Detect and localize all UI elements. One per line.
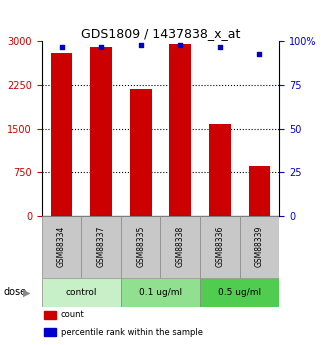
Bar xyxy=(44,328,56,336)
Bar xyxy=(81,216,121,278)
Bar xyxy=(240,216,279,278)
Text: count: count xyxy=(61,310,84,319)
Bar xyxy=(90,47,112,216)
Bar xyxy=(200,216,240,278)
Bar xyxy=(200,278,279,307)
Bar xyxy=(44,310,56,319)
Bar xyxy=(121,216,160,278)
Bar xyxy=(121,278,200,307)
Text: GSM88337: GSM88337 xyxy=(97,226,106,267)
Text: GSM88339: GSM88339 xyxy=(255,226,264,267)
Point xyxy=(99,44,104,49)
Point xyxy=(138,42,143,48)
Point xyxy=(257,51,262,56)
Text: GSM88338: GSM88338 xyxy=(176,226,185,267)
Bar xyxy=(248,166,270,216)
Bar xyxy=(160,216,200,278)
Text: GSM88336: GSM88336 xyxy=(215,226,224,267)
Text: ▶: ▶ xyxy=(23,287,30,297)
Text: 0.1 ug/ml: 0.1 ug/ml xyxy=(139,288,182,297)
Text: dose: dose xyxy=(3,287,26,297)
Point xyxy=(178,42,183,48)
Text: 0.5 ug/ml: 0.5 ug/ml xyxy=(218,288,261,297)
Text: control: control xyxy=(65,288,97,297)
Text: GSM88334: GSM88334 xyxy=(57,226,66,267)
Text: percentile rank within the sample: percentile rank within the sample xyxy=(61,327,203,337)
Point xyxy=(217,44,222,49)
Bar xyxy=(42,216,81,278)
Bar xyxy=(209,124,231,216)
Bar xyxy=(42,278,121,307)
Bar xyxy=(130,89,152,216)
Bar xyxy=(51,53,73,216)
Point xyxy=(59,44,64,49)
Bar xyxy=(169,44,191,216)
Title: GDS1809 / 1437838_x_at: GDS1809 / 1437838_x_at xyxy=(81,27,240,40)
Text: GSM88335: GSM88335 xyxy=(136,226,145,267)
